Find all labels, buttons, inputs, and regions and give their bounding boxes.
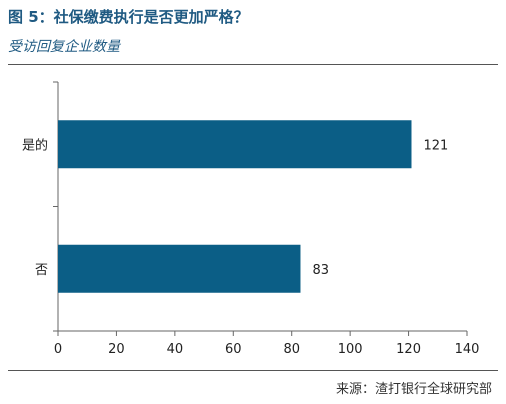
category-label: 否 — [35, 263, 48, 278]
data-label: 83 — [312, 263, 329, 278]
x-tick-label: 60 — [225, 342, 242, 357]
x-tick-label: 20 — [108, 342, 125, 357]
x-tick-label: 40 — [167, 342, 184, 357]
x-tick-label: 120 — [396, 342, 421, 357]
bottom-divider — [8, 370, 498, 371]
chart-subtitle: 受访回复企业数量 — [8, 39, 120, 55]
bar — [58, 244, 301, 293]
source-note: 来源：渣打银行全球研究部 — [335, 382, 492, 397]
x-tick-label: 80 — [283, 342, 300, 357]
data-label: 121 — [423, 138, 448, 153]
x-tick-label: 140 — [455, 342, 480, 357]
bar — [58, 120, 412, 169]
x-tick-label: 0 — [54, 342, 62, 357]
top-divider — [8, 64, 498, 65]
chart-title: 图 5：社保缴费执行是否更加严格？ — [8, 8, 249, 26]
category-label: 是的 — [22, 137, 48, 153]
x-tick-label: 100 — [338, 342, 363, 357]
